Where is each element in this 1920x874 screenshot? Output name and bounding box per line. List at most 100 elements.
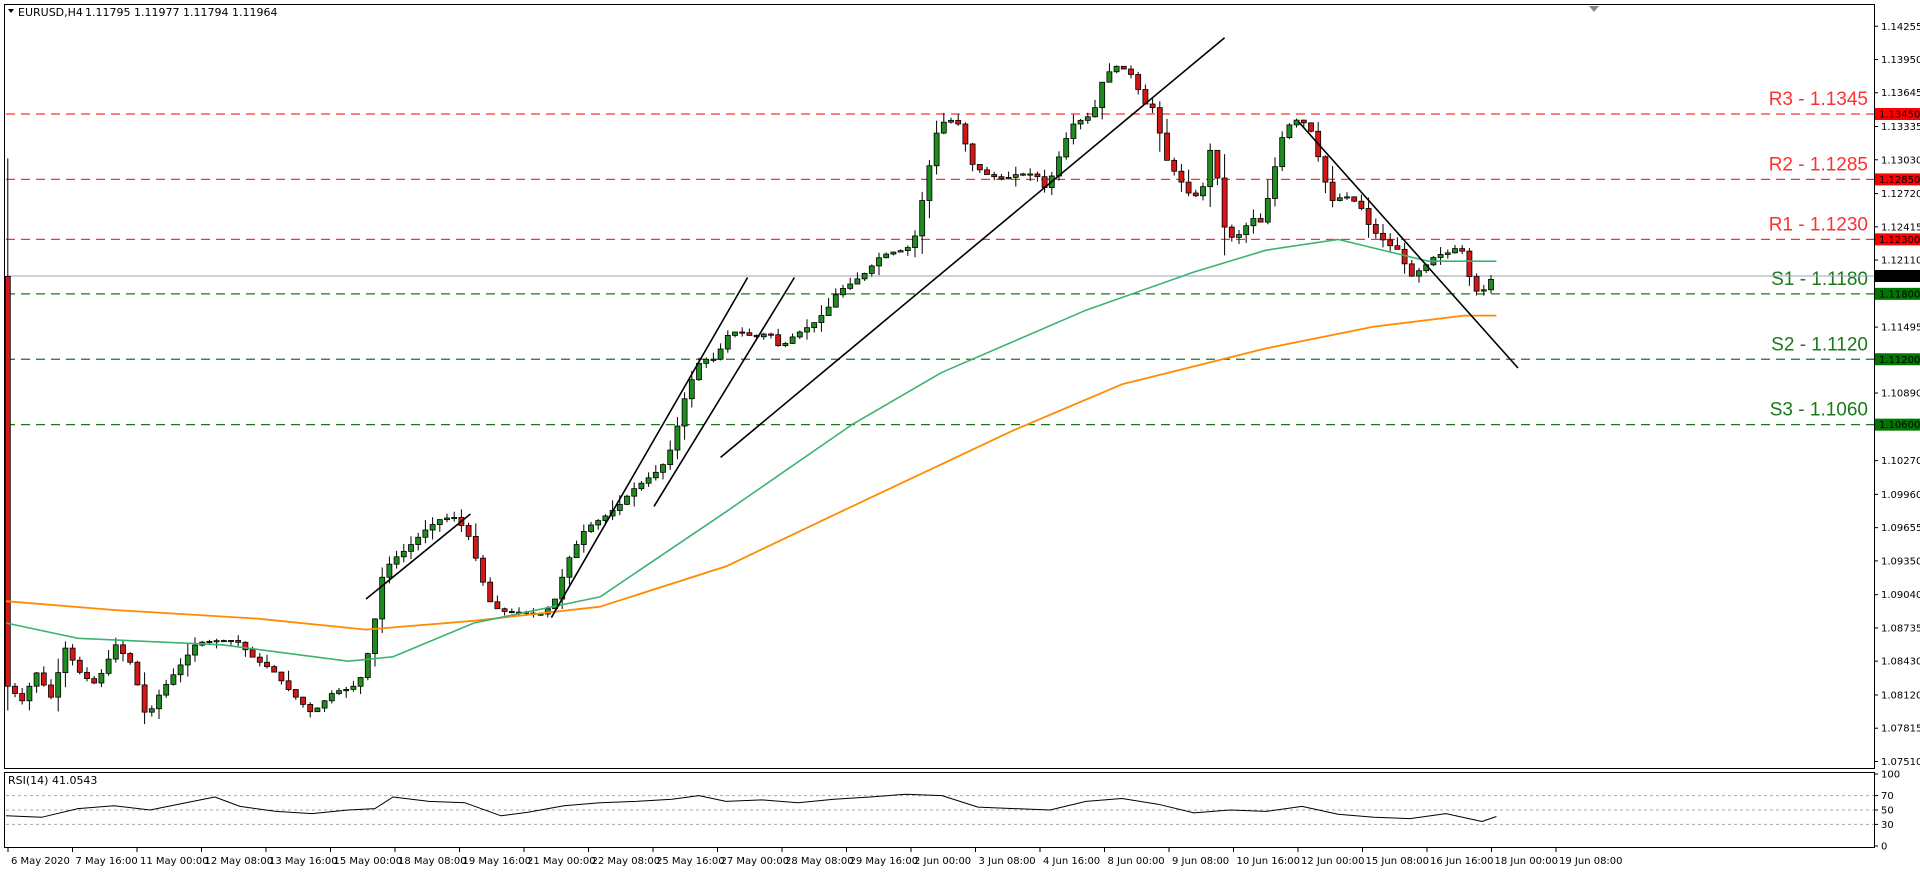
candle-bull (674, 425, 681, 451)
moving-averages (5, 238, 1497, 662)
candle-bull (897, 250, 904, 253)
candlesticks (4, 63, 1494, 725)
symbol-dropdown-icon[interactable] (8, 9, 14, 13)
trendline[interactable] (365, 513, 471, 600)
candle-bull (1488, 279, 1494, 291)
candle-bull (184, 654, 191, 666)
main-plot-frame (4, 4, 1875, 769)
level-price-box-label: 1.11800 (1879, 289, 1920, 300)
candle-bear (1459, 248, 1466, 252)
level-price-box (1875, 353, 1920, 366)
time-tick-label: 7 May 16:00 (76, 856, 138, 867)
candle-bear (1358, 200, 1365, 209)
candle-bull (451, 517, 458, 520)
level-price-box-label: 1.12850 (1879, 175, 1920, 186)
price-tick-label: 1.09960 (1881, 490, 1920, 501)
level-price-box-label: 1.10600 (1879, 420, 1920, 431)
candle-bull (703, 358, 710, 364)
rsi-label: RSI(14) 41.0543 (8, 774, 97, 787)
candle-bull (919, 200, 926, 237)
time-tick-label: 28 May 08:00 (785, 856, 854, 867)
candle-bull (228, 640, 234, 643)
time-tick-label: 27 May 00:00 (721, 856, 790, 867)
trendline[interactable] (1297, 121, 1519, 369)
candle-bear (1214, 149, 1221, 179)
candle-bear (19, 693, 26, 702)
candle-bull (343, 689, 350, 692)
candle-bear (1322, 156, 1329, 183)
level-price-box-label: 1.13450 (1879, 110, 1920, 121)
candle-bull (336, 690, 342, 694)
price-axis: 1.14255 1.13950 1.13645 1.13335 1.13030 1.127… (1874, 22, 1920, 768)
candle-bull (688, 379, 695, 400)
price-tick-label: 1.13030 (1881, 155, 1920, 166)
candle-bull (883, 253, 890, 259)
candle-bear (242, 641, 249, 651)
candle-bull (876, 257, 882, 267)
candle-bull (1092, 107, 1098, 118)
candle-bull (213, 640, 220, 643)
candle-bull (314, 707, 321, 713)
rsi-tick-label: 30 (1881, 820, 1894, 831)
candle-bear (1394, 245, 1401, 250)
trendline[interactable] (653, 277, 796, 507)
candle-bear (4, 276, 11, 687)
price-tick-label: 1.10890 (1881, 389, 1920, 400)
trendline[interactable] (550, 277, 749, 618)
candle-bull (1005, 176, 1012, 180)
candle-bear (256, 656, 263, 663)
candle-bull (1452, 248, 1458, 254)
candle-bull (796, 331, 803, 338)
candle-bear (739, 331, 746, 334)
candle-bull (832, 294, 839, 308)
time-tick-label: 9 Jun 08:00 (1172, 856, 1229, 867)
ohlc-readout: 1.11795 1.11977 1.11794 1.11964 (85, 6, 277, 19)
time-tick-label: 11 May 00:00 (140, 856, 209, 867)
time-tick-label: 29 May 16:00 (850, 856, 919, 867)
candle-bull (847, 283, 854, 289)
candle-bull (350, 685, 357, 690)
level-price-box (1875, 173, 1920, 186)
candle-bull (1084, 116, 1091, 121)
candle-bull (890, 251, 897, 255)
candle-bull (933, 132, 940, 167)
candle-bear (84, 671, 90, 680)
candle-bear (1185, 181, 1192, 194)
time-tick-label: 18 May 08:00 (398, 856, 467, 867)
price-tick-label: 1.13950 (1881, 55, 1920, 66)
candle-bear (1178, 170, 1185, 183)
candle-bull (170, 674, 177, 685)
candle-bull (948, 119, 954, 123)
candle-bear (307, 704, 314, 713)
candle-bull (444, 517, 450, 521)
candle-bull (1063, 138, 1070, 158)
symbol-label: EURUSD,H4 (18, 6, 83, 19)
time-tick-label: 2 Jun 00:00 (914, 856, 971, 867)
candle-bull (1416, 270, 1422, 277)
candle-bear (998, 176, 1005, 180)
trendline[interactable] (720, 37, 1226, 458)
level-label: R1 - 1.1230 (1769, 214, 1868, 235)
candle-bull (1250, 218, 1257, 227)
candle-bull (552, 598, 558, 609)
candle-bear (465, 525, 472, 537)
price-tick-label: 1.12720 (1881, 189, 1920, 200)
candle-bear (278, 671, 285, 682)
level-price-box-label: 1.12300 (1879, 235, 1920, 246)
candle-bull (429, 524, 436, 531)
candle-bear (264, 661, 270, 668)
price-tick-label: 1.10270 (1881, 456, 1920, 467)
candle-bear (1164, 132, 1170, 161)
candle-bull (760, 333, 767, 338)
candle-bear (955, 119, 962, 125)
candle-bear (127, 653, 134, 663)
candle-bull (163, 684, 170, 696)
candle-bear (969, 143, 976, 165)
candle-bull (926, 165, 933, 201)
candle-bear (1128, 68, 1134, 75)
price-tick-label: 1.08430 (1881, 657, 1920, 668)
level-label: R2 - 1.1285 (1769, 154, 1868, 175)
candle-bull (436, 519, 443, 525)
time-tick-label: 15 Jun 08:00 (1366, 856, 1430, 867)
candle-bull (638, 482, 645, 490)
